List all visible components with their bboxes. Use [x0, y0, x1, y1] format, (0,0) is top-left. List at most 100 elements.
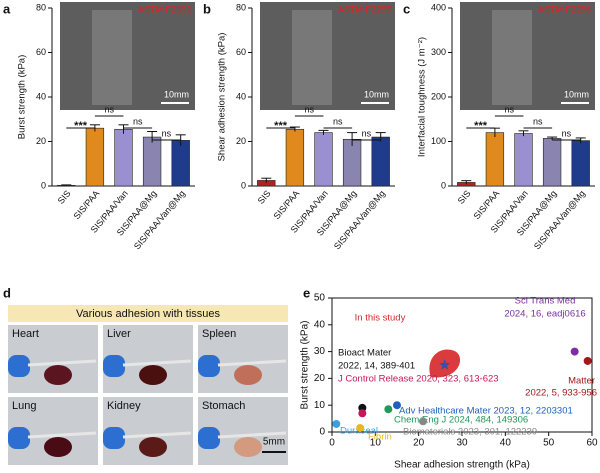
y-tick-label: 0 — [41, 180, 46, 190]
bar — [485, 132, 505, 187]
significance-label: ns — [162, 128, 172, 138]
y-axis-label: Burst strength (kPa) — [300, 321, 311, 410]
panel-letter: a — [3, 1, 11, 16]
glove — [8, 355, 30, 377]
data-point — [570, 347, 579, 356]
tissue — [234, 365, 262, 385]
tissue — [44, 437, 72, 457]
point-ref: 2024, 16, eadj0616 — [504, 309, 585, 320]
y-tick-label: 20 — [36, 136, 46, 146]
significance-label: ns — [133, 116, 143, 126]
tissue-label: Kidney — [107, 400, 141, 412]
y-tick-label: 80 — [36, 2, 46, 12]
tweezer — [27, 359, 97, 367]
y-tick-label: 60 — [36, 47, 46, 57]
bar — [371, 136, 390, 187]
y-tick-label: 40 — [314, 319, 326, 330]
bar — [114, 128, 133, 187]
significance-label: ns — [362, 128, 372, 138]
point-ref: 2022, 14, 389-401 — [338, 361, 415, 372]
inset-highlight — [292, 10, 332, 105]
point-label: Adv Healthcare Mater 2023, 12, 2203301 — [399, 406, 573, 417]
x-tick-label: 40 — [500, 438, 512, 449]
y-tick-label: 200 — [431, 91, 446, 101]
x-tick-label: SIS/PAA — [272, 188, 302, 221]
bar — [571, 140, 590, 187]
point-label: In this study — [355, 313, 406, 324]
inset-highlight — [492, 10, 532, 105]
title-banner — [8, 305, 288, 322]
tissue — [139, 365, 167, 385]
y-tick-label: 0 — [319, 427, 325, 438]
tweezer — [217, 431, 287, 439]
x-tick-label: 60 — [586, 438, 598, 449]
data-point — [393, 401, 401, 410]
x-tick-label: 50 — [543, 438, 555, 449]
photo-title: Various adhesion with tissues — [76, 308, 221, 320]
significance-label: ns — [333, 116, 343, 126]
data-point — [332, 419, 341, 428]
glove — [8, 427, 30, 449]
inset-label: ASTM F2255 — [338, 4, 391, 14]
point-label: J Control Release 2020, 323, 613-623 — [338, 374, 499, 385]
x-axis-label: Shear adhesion strength (kPa) — [394, 460, 530, 471]
tissue-label: Lung — [12, 400, 36, 412]
bar — [171, 140, 190, 187]
x-tick-label: SIS/PAA/Van@Mg — [132, 188, 187, 251]
x-tick-label: 0 — [329, 438, 335, 449]
glove — [103, 427, 125, 449]
y-tick-label: 0 — [241, 180, 246, 190]
x-tick-label: SIS/PAA/Van@Mg — [332, 188, 387, 251]
x-tick-label: 20 — [413, 438, 425, 449]
bar — [85, 127, 105, 187]
x-tick-label: SIS — [256, 188, 273, 206]
inset-label: ASTM F2392 — [138, 4, 191, 14]
data-point — [384, 405, 393, 414]
y-axis-label: Shear adhesion strength (kPa) — [217, 33, 228, 162]
y-tick-label: 10 — [314, 400, 326, 411]
y-tick-label: 80 — [236, 2, 246, 12]
data-star — [439, 359, 451, 370]
significance-label: *** — [74, 120, 88, 132]
x-tick-label: 30 — [456, 438, 468, 449]
y-tick-label: 40 — [36, 91, 46, 101]
tweezer — [122, 431, 192, 439]
tissue-label: Stomach — [202, 400, 245, 412]
bar — [514, 133, 533, 187]
bar — [542, 138, 562, 187]
tissue-label: Heart — [12, 328, 39, 340]
data-point — [419, 417, 427, 426]
significance-label: ns — [104, 104, 114, 114]
scale-label: 10mm — [564, 89, 589, 99]
scale-label: 10mm — [164, 89, 189, 99]
glove — [103, 355, 125, 377]
point-label: Chem Eng J 2024, 484, 149306 — [394, 415, 528, 426]
y-tick-label: 100 — [431, 136, 446, 146]
y-tick-label: 20 — [314, 373, 326, 384]
tweezer — [27, 431, 97, 439]
y-tick-label: 20 — [236, 136, 246, 146]
significance-label: ns — [533, 116, 543, 126]
panel-letter: c — [403, 1, 410, 16]
inset-highlight — [92, 10, 132, 105]
significance-label: ns — [504, 104, 514, 114]
tweezer — [217, 359, 287, 367]
bar — [142, 136, 162, 187]
glove — [198, 355, 220, 377]
glove — [198, 427, 220, 449]
tissue — [139, 437, 167, 457]
significance-label: *** — [274, 120, 288, 132]
panel-letter: b — [203, 1, 211, 16]
bar — [285, 128, 305, 187]
scale-label: 10mm — [364, 89, 389, 99]
tissue — [44, 365, 72, 385]
point-label: Fibrin — [368, 432, 392, 443]
x-tick-label: SIS/PAA/Van@Mg — [532, 188, 587, 251]
inset-label: ASTM F2256 — [538, 4, 591, 14]
data-point — [358, 409, 367, 418]
point-label: Matter — [568, 376, 595, 387]
x-tick-label: SIS — [56, 188, 73, 206]
bar — [342, 138, 362, 187]
point-ref: 2022, 5, 933-956 — [525, 388, 597, 399]
panel-letter: d — [3, 285, 11, 300]
